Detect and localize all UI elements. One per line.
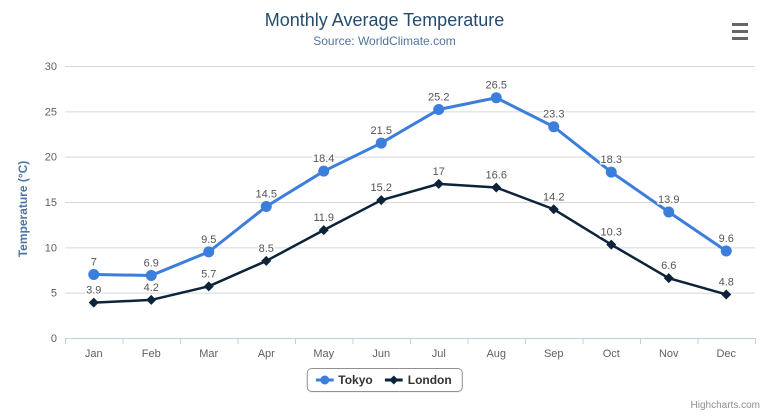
data-label: 5.7	[201, 268, 216, 280]
data-label: 26.5	[486, 80, 507, 92]
data-point-marker-tokyo[interactable]	[490, 92, 502, 104]
data-point-marker-london[interactable]	[318, 225, 329, 236]
x-tick-label: May	[313, 348, 334, 360]
y-tick-label: 20	[45, 152, 57, 164]
circle-marker-icon	[315, 375, 334, 385]
hamburger-icon	[732, 22, 748, 26]
hamburger-icon	[732, 36, 748, 40]
y-tick-label: 0	[51, 333, 57, 345]
x-tick-label: Nov	[659, 348, 679, 360]
y-tick-label: 30	[45, 61, 57, 73]
y-tick-label: 5	[51, 288, 57, 300]
data-point-marker-london[interactable]	[203, 281, 214, 292]
data-point-marker-tokyo[interactable]	[203, 246, 215, 258]
x-tick-label: Feb	[142, 348, 161, 360]
data-point-marker-tokyo[interactable]	[720, 245, 732, 257]
data-point-marker-tokyo[interactable]	[260, 201, 272, 213]
data-point-marker-tokyo[interactable]	[433, 104, 445, 116]
data-label: 25.2	[428, 92, 449, 104]
x-tick-label: Aug	[486, 348, 506, 360]
chart-title: Monthly Average Temperature	[264, 10, 505, 30]
data-label: 9.5	[201, 234, 216, 246]
y-tick-label: 25	[45, 106, 57, 118]
data-label: 14.2	[543, 191, 564, 203]
legend-item-london[interactable]: London	[384, 373, 452, 387]
export-menu-button[interactable]	[728, 21, 752, 41]
data-point-marker-london[interactable]	[376, 195, 387, 206]
data-point-marker-london[interactable]	[721, 289, 732, 300]
data-label: 13.9	[658, 194, 679, 206]
data-point-marker-london[interactable]	[146, 294, 157, 305]
data-point-marker-london[interactable]	[548, 204, 559, 215]
data-label: 16.6	[486, 169, 507, 181]
y-axis-title: Temperature (°C)	[16, 160, 30, 258]
series-line-london[interactable]	[92, 182, 728, 304]
x-tick-label: Jun	[372, 348, 390, 360]
data-label: 6.6	[661, 260, 676, 272]
data-label: 21.5	[371, 125, 392, 137]
credits-link[interactable]: Highcharts.com	[690, 400, 760, 411]
legend-label: London	[407, 373, 452, 387]
data-point-marker-london[interactable]	[606, 239, 617, 250]
data-label: 6.9	[144, 257, 159, 269]
data-label: 10.3	[601, 227, 622, 239]
legend-label: Tokyo	[338, 373, 373, 387]
chart-subtitle: Source: WorldClimate.com	[313, 34, 456, 48]
legend-item-tokyo[interactable]: Tokyo	[315, 373, 373, 387]
data-point-marker-tokyo[interactable]	[88, 269, 100, 281]
x-tick-label: Jul	[432, 348, 446, 360]
data-point-marker-london[interactable]	[433, 178, 444, 189]
data-label: 3.9	[86, 285, 101, 297]
data-point-marker-tokyo[interactable]	[663, 206, 675, 218]
data-label: 8.5	[259, 243, 274, 255]
data-label: 14.5	[256, 189, 277, 201]
data-label: 4.2	[144, 282, 159, 294]
data-point-marker-london[interactable]	[88, 297, 99, 308]
y-tick-label: 15	[45, 197, 57, 209]
x-tick-label: Apr	[258, 348, 275, 360]
data-point-marker-london[interactable]	[491, 182, 502, 193]
data-label: 17	[433, 166, 445, 178]
data-label: 9.6	[719, 233, 734, 245]
data-label: 15.2	[371, 182, 392, 194]
data-label: 11.9	[313, 212, 334, 224]
data-point-marker-tokyo[interactable]	[318, 165, 330, 177]
data-point-marker-london[interactable]	[663, 273, 674, 284]
data-point-marker-tokyo[interactable]	[605, 166, 617, 178]
legend: Tokyo London	[306, 368, 463, 392]
data-point-marker-tokyo[interactable]	[145, 269, 157, 281]
data-point-marker-london[interactable]	[261, 255, 272, 266]
series-line-tokyo[interactable]	[92, 96, 728, 277]
x-tick-label: Mar	[199, 348, 218, 360]
diamond-marker-icon	[384, 375, 403, 385]
data-label: 23.3	[543, 109, 564, 121]
x-tick-label: Oct	[603, 348, 620, 360]
data-point-marker-tokyo[interactable]	[548, 121, 560, 133]
data-label: 18.4	[313, 153, 334, 165]
data-label: 18.3	[601, 154, 622, 166]
x-tick-label: Dec	[716, 348, 736, 360]
x-tick-label: Jan	[85, 348, 103, 360]
data-label: 4.8	[719, 276, 734, 288]
data-point-marker-tokyo[interactable]	[375, 137, 387, 149]
x-tick-label: Sep	[544, 348, 564, 360]
data-label: 7	[91, 257, 97, 269]
hamburger-icon	[732, 29, 748, 33]
y-tick-label: 10	[45, 242, 57, 254]
